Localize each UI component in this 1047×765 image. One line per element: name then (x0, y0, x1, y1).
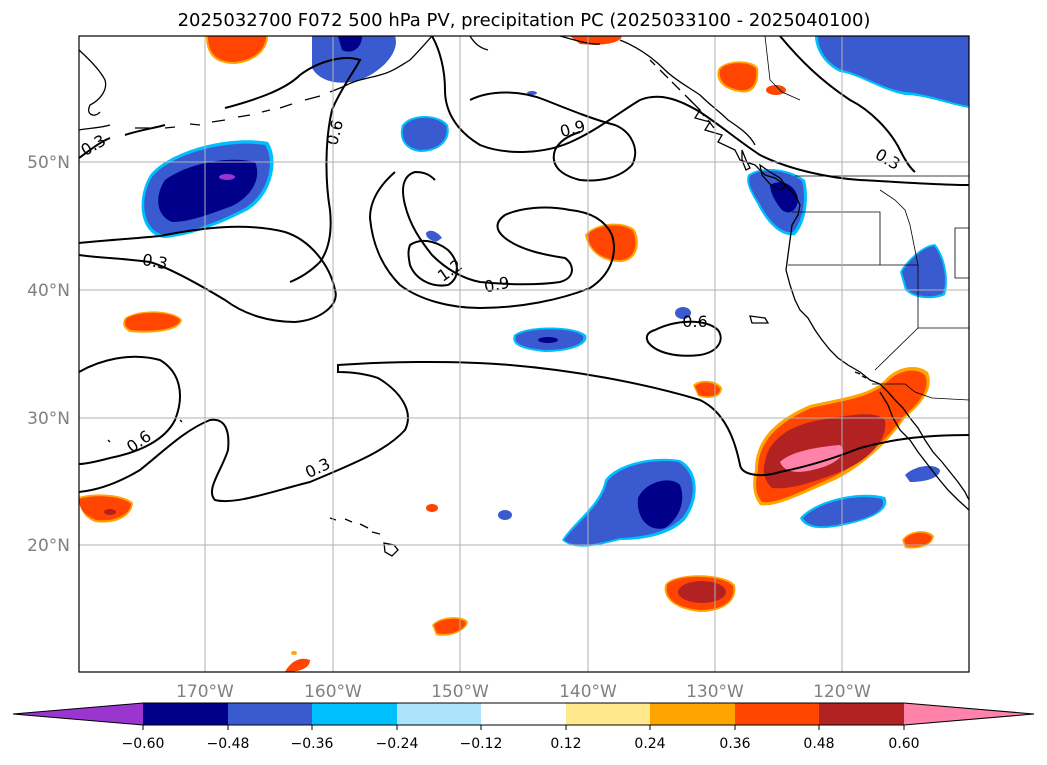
pos-blob-14 (285, 658, 310, 672)
colorbar-segment (566, 703, 650, 725)
lon-label: 140°W (559, 682, 617, 702)
panhandle-islands (649, 59, 715, 129)
pv-contour-06-west (79, 355, 181, 465)
neg-blob-8-navy (637, 480, 683, 529)
neg-blob-4 (426, 230, 442, 242)
pos-blob-9-darkred (104, 509, 116, 515)
aleutian-coast (79, 36, 433, 131)
pos-blob-13-red (434, 618, 466, 634)
colorbar: −0.60 −0.48 −0.36 −0.24 −0.12 0.12 0.24 … (12, 702, 1035, 752)
neg-blob-14-blue (818, 36, 969, 106)
colorbar-segment (819, 703, 904, 725)
map-frame (78, 35, 970, 673)
colorbar-tick-label: −0.60 (122, 736, 165, 752)
longitude-labels: 170°W 160°W 150°W 140°W 130°W 120°W (176, 682, 871, 702)
contour-label: 0.6 (682, 312, 707, 331)
neg-blob-13-blue (902, 246, 945, 297)
neg-blob-5-navy (538, 337, 558, 343)
colorbar-segment (228, 703, 312, 725)
figure-title: 2025032700 F072 500 hPa PV, precipitatio… (178, 10, 871, 31)
colorbar-tick-label: −0.24 (376, 736, 419, 752)
pos-blob-11-red (904, 532, 932, 547)
pv-contours (79, 36, 969, 503)
colorbar-tick-label: 0.24 (634, 736, 665, 752)
id-border (879, 189, 919, 266)
pv-contour-12-loop (407, 239, 458, 287)
pos-blob-4 (766, 85, 786, 95)
pos-blob-3-red (719, 63, 757, 91)
colorbar-tick-label: 0.36 (719, 736, 750, 752)
colorbar-tick-label: 0.60 (888, 736, 919, 752)
colorbar-segment (650, 703, 735, 725)
alaska-mainland (79, 49, 107, 116)
contour-label: 0.3 (141, 250, 169, 273)
latitude-labels: 50°N 40°N 30°N 20°N (27, 153, 70, 556)
colorbar-tick-label: −0.48 (207, 736, 250, 752)
channel-islands (854, 371, 867, 379)
lon-label: 160°W (304, 682, 362, 702)
alaska-south-coast (469, 36, 756, 146)
negative-anomalies (141, 36, 969, 547)
lon-label: 150°W (431, 682, 489, 702)
colorbar-tick-label: −0.12 (460, 736, 503, 752)
neg-blob-2-navy (338, 36, 362, 52)
neg-blob-12-navy (770, 182, 798, 213)
colorbar-extend-high (904, 703, 1034, 725)
neg-blob-3-blue (402, 117, 447, 150)
pos-blob-1-red (208, 36, 266, 62)
contour-label: 0.9 (482, 273, 511, 297)
lon-label: 120°W (813, 682, 871, 702)
lon-label: 130°W (686, 682, 744, 702)
map-content: 0.3 0.6 0.9 1.2 0.9 0.3 0.6 0.3 0.6 0.3 (79, 36, 969, 672)
vancouver-island (759, 163, 787, 191)
colorbar-segment (143, 703, 228, 725)
colorbar-segment (481, 703, 566, 725)
wa-or-border (792, 211, 881, 265)
colorbar-segment (397, 703, 481, 725)
colorbar-segment (735, 703, 819, 725)
pv-contour-06-loop (645, 320, 722, 357)
pv-contour-06-north (224, 57, 362, 283)
colorbar-tick-label: 0.48 (803, 736, 834, 752)
pos-blob-8-pink (780, 445, 844, 472)
pos-blob-5-red (587, 225, 636, 260)
small-islands (107, 315, 770, 443)
pos-blob-6-red (125, 312, 180, 331)
neg-blob-9 (498, 510, 512, 520)
neg-blob-1-purple (219, 174, 235, 180)
lat-label: 50°N (27, 153, 70, 173)
pv-contour-03-south (79, 360, 969, 503)
pos-blob-7-red (695, 382, 720, 397)
mt-wy-border (954, 227, 969, 279)
lat-label: 40°N (27, 281, 70, 301)
us-mexico-border (872, 383, 969, 401)
gridlines (79, 36, 969, 672)
pos-blob-12-darkred (678, 581, 726, 603)
pos-blob-10 (426, 504, 438, 512)
map-background (79, 36, 969, 672)
neg-blob-6 (527, 91, 537, 95)
pos-blob-9-red (79, 496, 131, 521)
neg-blob-7 (675, 307, 691, 319)
lon-label: 170°W (176, 682, 234, 702)
pv-contour-03-north (79, 124, 166, 159)
pv-contour-03-west (79, 225, 337, 324)
lat-label: 20°N (27, 536, 70, 556)
lat-label: 30°N (27, 409, 70, 429)
alaska-canada-border (764, 36, 801, 101)
pv-contour-06-mid (431, 36, 969, 186)
baja-coast (879, 391, 969, 511)
us-west-coast (785, 239, 969, 501)
pos-blob-15 (291, 651, 297, 655)
colorbar-segment (312, 703, 397, 725)
haida-gwaii (741, 149, 751, 171)
colorbar-tick-label: 0.12 (550, 736, 581, 752)
colorbar-extend-low (13, 703, 143, 725)
neg-blob-10-blue (803, 497, 884, 527)
colorbar-tick-label: −0.36 (291, 736, 334, 752)
